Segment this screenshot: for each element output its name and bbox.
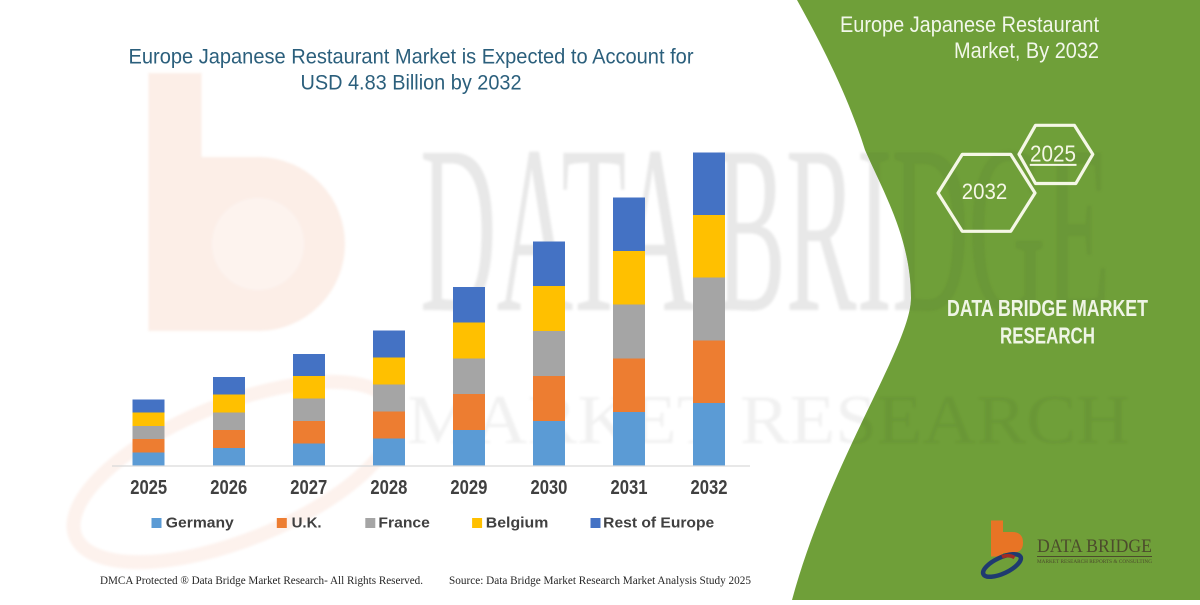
svg-text:Market, By 2032: Market, By 2032 bbox=[954, 38, 1099, 63]
svg-text:2032: 2032 bbox=[962, 179, 1008, 204]
svg-text:Europe Japanese Restaurant Mar: Europe Japanese Restaurant Market is Exp… bbox=[129, 45, 694, 69]
svg-text:U.K.: U.K. bbox=[292, 514, 322, 531]
svg-text:DATA BRIDGE MARKET: DATA BRIDGE MARKET bbox=[947, 295, 1148, 321]
svg-text:Belgium: Belgium bbox=[486, 514, 549, 531]
svg-text:2028: 2028 bbox=[370, 477, 407, 499]
svg-text:Germany: Germany bbox=[166, 514, 235, 531]
svg-text:RESEARCH: RESEARCH bbox=[1000, 323, 1095, 349]
svg-text:DMCA Protected ® Data Bridge M: DMCA Protected ® Data Bridge Market Rese… bbox=[100, 573, 423, 587]
svg-text:DATA BRIDGE: DATA BRIDGE bbox=[1037, 536, 1152, 557]
svg-text:2025: 2025 bbox=[130, 477, 167, 499]
svg-text:2030: 2030 bbox=[530, 477, 567, 499]
svg-text:Source: Data Bridge Market Res: Source: Data Bridge Market Research Mark… bbox=[449, 573, 751, 587]
svg-text:2026: 2026 bbox=[210, 477, 247, 499]
svg-text:2029: 2029 bbox=[450, 477, 487, 499]
svg-text:Europe Japanese Restaurant: Europe Japanese Restaurant bbox=[840, 12, 1099, 37]
svg-text:2031: 2031 bbox=[611, 477, 648, 499]
svg-text:2025: 2025 bbox=[1030, 141, 1076, 167]
svg-text:Rest of Europe: Rest of Europe bbox=[603, 514, 714, 531]
svg-text:France: France bbox=[378, 514, 430, 531]
svg-text:MARKET RESEARCH: MARKET RESEARCH bbox=[407, 382, 1130, 459]
svg-text:USD 4.83 Billion by 2032: USD 4.83 Billion by 2032 bbox=[301, 70, 522, 94]
svg-text:2027: 2027 bbox=[290, 477, 327, 499]
svg-text:MARKET RESEARCH REPORTS & CONS: MARKET RESEARCH REPORTS & CONSULTING bbox=[1037, 559, 1152, 565]
svg-text:2032: 2032 bbox=[691, 477, 728, 499]
